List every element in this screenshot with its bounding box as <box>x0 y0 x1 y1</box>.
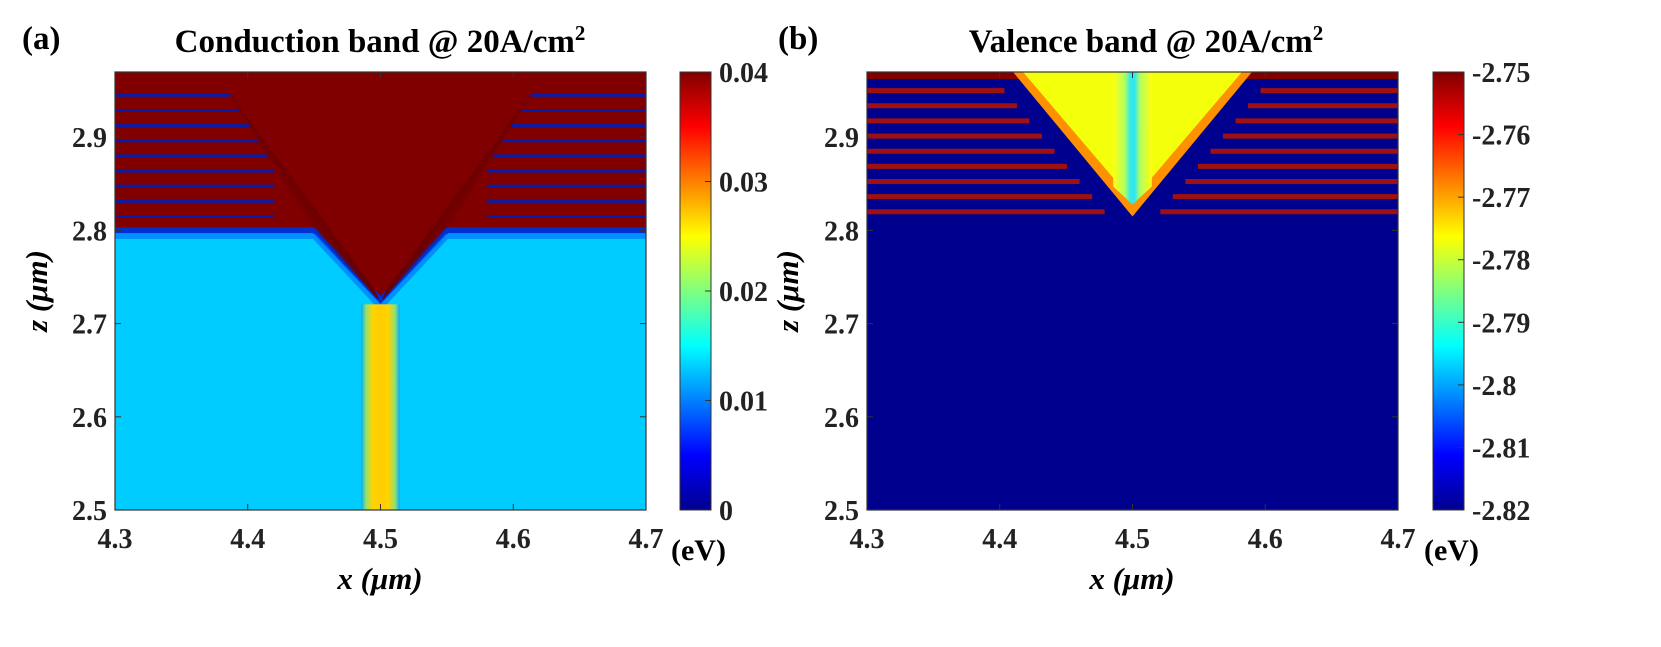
x-axis-label-a: x (μm) <box>336 561 422 596</box>
colorbar-tick-label: -2.8 <box>1472 371 1516 402</box>
x-axis-label-b: x (μm) <box>1088 561 1174 596</box>
colorbar-b: -2.82 -2.81 -2.8 -2.79 -2.78 -2.77 -2.76 -2.75 <box>1432 58 1530 527</box>
colorbar-tick-label: -2.76 <box>1472 121 1530 152</box>
y-tick-label: 2.6 <box>824 403 859 434</box>
vpit-core <box>361 304 400 510</box>
y-axis-label-a: z (μm) <box>19 250 54 333</box>
qw-wall-left <box>295 200 379 299</box>
x-tick-label: 4.6 <box>1248 524 1283 555</box>
y-tick-label: 2.7 <box>824 310 859 341</box>
y-tick-label: 2.5 <box>824 496 859 527</box>
colorbar-unit-b: (eV) <box>1424 534 1479 567</box>
x-tick-label: 4.6 <box>496 524 531 555</box>
axes-b: 4.3 4.4 4.5 4.6 4.7 2.5 2.6 2.7 2.8 2.9 <box>824 72 1416 555</box>
qw-wall-right <box>382 185 475 298</box>
colorbar-tick-label: 0.03 <box>719 168 768 199</box>
colorbar-tick-label: -2.77 <box>1472 183 1530 214</box>
qw-wall-right <box>382 200 466 299</box>
chart-title-a: Conduction band @ 20A/cm2 <box>175 21 586 60</box>
colorbar-tick-label: 0 <box>719 496 733 527</box>
y-tick-label: 2.6 <box>72 403 107 434</box>
panel-a: (a) Conduction band @ 20A/cm2 4.3 4.4 4.5 4… <box>19 21 768 596</box>
heatmap-b <box>867 72 1398 510</box>
axes-a: 4.3 4.4 4.5 4.6 4.7 2.5 2.6 2.7 2.8 2.9 <box>72 72 664 555</box>
colorbar-tick-label: -2.81 <box>1472 433 1530 464</box>
y-tick-label: 2.7 <box>72 310 107 341</box>
x-tick-label: 4.7 <box>629 524 664 555</box>
y-tick-label: 2.8 <box>72 216 107 247</box>
panel-label-b: (b) <box>778 21 818 57</box>
colorbar-tick-label: -2.78 <box>1472 246 1530 277</box>
x-tick-label: 4.4 <box>982 524 1017 555</box>
colorbar-unit-a: (eV) <box>671 534 726 567</box>
vpit-core <box>1113 72 1152 205</box>
panel-label-a: (a) <box>22 21 60 57</box>
y-axis-label-b: z (μm) <box>770 250 805 333</box>
y-tick-label: 2.5 <box>72 496 107 527</box>
colorbar-a: 0 0.01 0.02 0.03 0.04 <box>679 58 768 527</box>
colorbar-tick-label: -2.75 <box>1472 58 1530 89</box>
heatmap-a <box>115 72 646 510</box>
panel-b: (b) Valence band @ 20A/cm2 4.3 4.4 4.5 4.6 4… <box>770 21 1530 596</box>
x-tick-label: 4.5 <box>363 524 398 555</box>
y-tick-label: 2.9 <box>824 123 859 154</box>
x-tick-label: 4.7 <box>1381 524 1416 555</box>
colorbar-tick-label: 0.04 <box>719 58 768 89</box>
upper-region <box>115 72 646 301</box>
colorbar-tick-label: 0.02 <box>719 277 768 308</box>
x-tick-label: 4.4 <box>230 524 265 555</box>
colorbar-tick-label: -2.79 <box>1472 308 1530 339</box>
x-tick-label: 4.3 <box>98 524 133 555</box>
colorbar-tick-label: 0.01 <box>719 387 768 418</box>
x-tick-label: 4.3 <box>850 524 885 555</box>
x-tick-label: 4.5 <box>1115 524 1150 555</box>
chart-title-b: Valence band @ 20A/cm2 <box>969 21 1323 60</box>
qw-wall-left <box>304 215 380 300</box>
interface-band <box>115 227 646 305</box>
colorbar-gradient <box>1432 71 1465 511</box>
qw-wall-left <box>286 185 379 298</box>
qw-wall-right <box>381 215 457 300</box>
colorbar-tick-label: -2.82 <box>1472 496 1530 527</box>
y-tick-label: 2.8 <box>824 216 859 247</box>
y-tick-label: 2.9 <box>72 123 107 154</box>
